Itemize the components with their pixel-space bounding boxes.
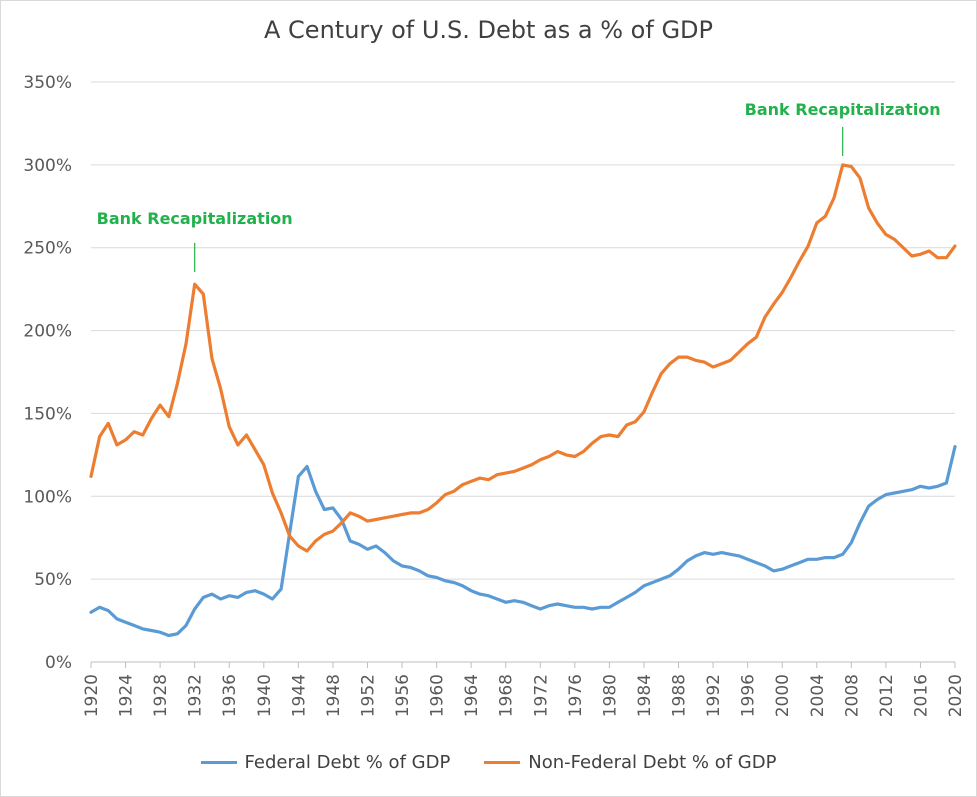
- x-tick-label: 2020: [946, 674, 966, 717]
- x-tick-label: 1964: [462, 674, 482, 717]
- x-tick-label: 2012: [877, 674, 897, 717]
- x-tick-label: 1960: [428, 674, 448, 717]
- x-tick-label: 2016: [911, 674, 931, 717]
- x-tick-label: 1968: [497, 674, 517, 717]
- y-tick-label: 300%: [23, 156, 72, 176]
- legend-item-federal: Federal Debt % of GDP: [200, 752, 451, 773]
- y-tick-label: 250%: [23, 239, 72, 259]
- x-tick-label: 2000: [773, 674, 793, 717]
- chart-title: A Century of U.S. Debt as a % of GDP: [264, 16, 713, 44]
- legend-swatch-nonfederal: [484, 761, 521, 764]
- x-tick-label: 1984: [635, 674, 655, 717]
- legend: Federal Debt % of GDP Non-Federal Debt %…: [0, 752, 977, 773]
- x-tick-label: 1932: [186, 674, 206, 717]
- legend-item-nonfederal: Non-Federal Debt % of GDP: [484, 752, 776, 773]
- x-tick-label: 1940: [255, 674, 275, 717]
- x-tick-label: 1980: [600, 674, 620, 717]
- y-tick-label: 100%: [23, 487, 72, 507]
- series-lines: [89, 163, 957, 638]
- x-tick-label: 1928: [151, 674, 171, 717]
- y-axis-tick-labels: 0% 50% 100% 150% 200% 250% 300% 350%: [23, 73, 72, 673]
- legend-label-federal: Federal Debt % of GDP: [244, 752, 451, 773]
- x-tick-label: 1976: [566, 674, 586, 717]
- y-tick-label: 200%: [23, 322, 72, 342]
- x-tick-label: 1948: [324, 674, 344, 717]
- y-tick-label: 0%: [45, 653, 72, 673]
- x-tick-label: 1952: [358, 674, 378, 717]
- x-tick-label: 1924: [117, 674, 137, 717]
- legend-label-nonfederal: Non-Federal Debt % of GDP: [528, 752, 777, 773]
- x-tick-label: 1936: [220, 674, 240, 717]
- x-tick-label: 2004: [808, 674, 828, 717]
- x-tick-label: 1992: [704, 674, 724, 717]
- annotations: Bank Recapitalization Bank Recapitalizati…: [97, 100, 941, 272]
- gridlines: [91, 81, 955, 663]
- x-tick-label: 1920: [82, 674, 102, 717]
- x-tick-label: 1972: [531, 674, 551, 717]
- x-tick-label: 2008: [842, 674, 862, 717]
- y-tick-label: 50%: [34, 570, 72, 590]
- annotation-label: Bank Recapitalization: [745, 100, 941, 119]
- x-axis-tick-labels: 1920 1924 1928 1932 1936 1940 1944 1948 1952 1956…: [82, 662, 966, 717]
- x-tick-label: 1988: [670, 674, 690, 717]
- legend-swatch-federal: [200, 761, 237, 764]
- y-tick-label: 150%: [23, 404, 72, 424]
- y-tick-label: 350%: [23, 73, 72, 93]
- series-line-nonfederal: [89, 163, 957, 553]
- x-tick-label: 1996: [739, 674, 759, 717]
- annotation-label: Bank Recapitalization: [97, 209, 293, 228]
- series-line-federal: [89, 445, 957, 638]
- x-tick-label: 1944: [289, 674, 309, 717]
- x-tick-label: 1956: [393, 674, 413, 717]
